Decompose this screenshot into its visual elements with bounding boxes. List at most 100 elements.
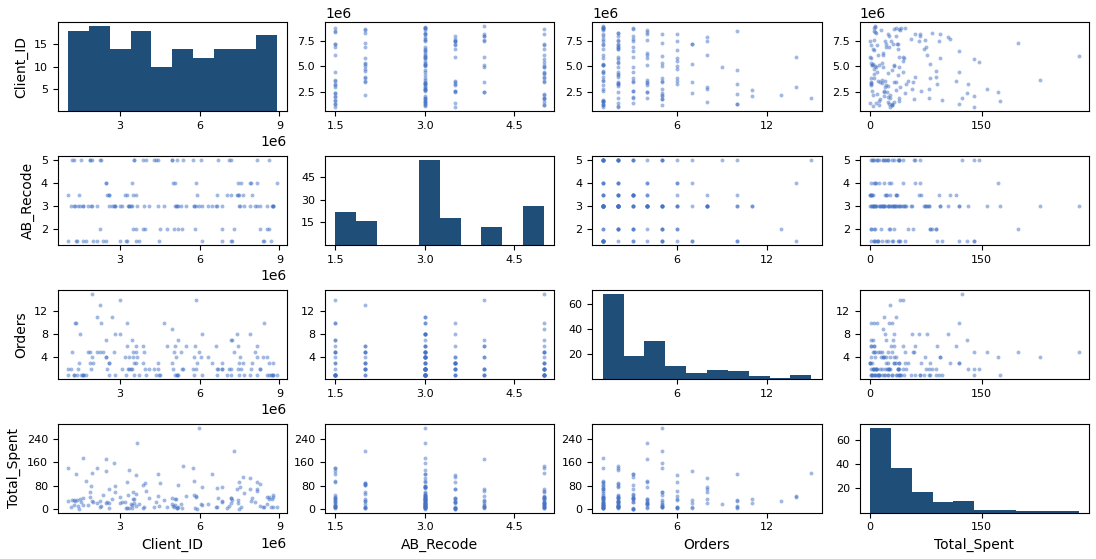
Point bbox=[416, 370, 434, 379]
Point bbox=[609, 54, 627, 63]
Point bbox=[88, 202, 105, 211]
Point bbox=[913, 190, 931, 199]
Point bbox=[653, 500, 671, 509]
Point bbox=[446, 80, 464, 89]
Point bbox=[991, 370, 1008, 379]
Point bbox=[136, 364, 153, 373]
Point bbox=[416, 28, 434, 37]
Point bbox=[594, 68, 612, 77]
Point bbox=[881, 301, 899, 310]
Point bbox=[159, 503, 176, 511]
Point bbox=[728, 190, 745, 199]
Point bbox=[249, 370, 266, 379]
Point bbox=[64, 347, 81, 356]
Point bbox=[624, 470, 641, 479]
Point bbox=[416, 370, 434, 379]
Point bbox=[123, 504, 140, 513]
Point bbox=[878, 359, 895, 368]
Point bbox=[887, 202, 904, 211]
Point bbox=[594, 41, 612, 50]
Point bbox=[169, 370, 186, 379]
Point bbox=[416, 347, 434, 356]
Point bbox=[416, 499, 434, 508]
Point bbox=[653, 236, 671, 245]
Point bbox=[476, 364, 493, 373]
Point bbox=[416, 61, 434, 70]
Point bbox=[230, 496, 248, 505]
Point bbox=[416, 370, 434, 379]
Point bbox=[653, 155, 671, 164]
Point bbox=[416, 494, 434, 503]
Point bbox=[728, 497, 745, 506]
Point bbox=[624, 490, 641, 499]
Point bbox=[698, 202, 716, 211]
Point bbox=[594, 202, 612, 211]
Point bbox=[932, 202, 949, 211]
Point bbox=[594, 155, 612, 164]
Point bbox=[264, 490, 282, 499]
Point bbox=[609, 155, 627, 164]
Point bbox=[267, 370, 285, 379]
Point bbox=[683, 155, 700, 164]
Point bbox=[416, 79, 434, 88]
Point bbox=[865, 202, 882, 211]
Point bbox=[898, 79, 915, 88]
Point bbox=[356, 497, 374, 506]
Point bbox=[73, 202, 91, 211]
Point bbox=[624, 202, 641, 211]
Point bbox=[77, 476, 94, 485]
Point bbox=[713, 63, 731, 72]
Point bbox=[327, 335, 344, 344]
Point bbox=[891, 202, 909, 211]
Point bbox=[476, 36, 493, 45]
Point bbox=[416, 370, 434, 379]
Point bbox=[952, 155, 970, 164]
Point bbox=[416, 98, 434, 107]
Point bbox=[251, 225, 269, 234]
Point bbox=[241, 485, 259, 494]
Point bbox=[146, 155, 163, 164]
Point bbox=[594, 100, 612, 108]
Point bbox=[535, 487, 552, 496]
Point bbox=[894, 179, 912, 188]
Point bbox=[213, 202, 230, 211]
Point bbox=[416, 35, 434, 44]
Point bbox=[868, 68, 886, 77]
Point bbox=[231, 353, 249, 362]
Point bbox=[890, 364, 907, 373]
Point bbox=[594, 190, 612, 199]
Point bbox=[683, 503, 700, 512]
Point bbox=[476, 342, 493, 350]
Point bbox=[416, 370, 434, 379]
Point bbox=[594, 179, 612, 188]
Point bbox=[416, 353, 434, 362]
Point bbox=[327, 500, 344, 509]
Point bbox=[594, 202, 612, 211]
Point bbox=[178, 342, 195, 350]
Point bbox=[609, 503, 627, 511]
Point bbox=[535, 370, 552, 379]
Point bbox=[476, 335, 493, 344]
Point bbox=[535, 495, 552, 504]
Point bbox=[98, 498, 115, 506]
Point bbox=[117, 370, 135, 379]
Point bbox=[163, 155, 181, 164]
Point bbox=[866, 370, 883, 379]
Point bbox=[327, 502, 344, 511]
Point bbox=[894, 155, 912, 164]
Point bbox=[535, 364, 552, 373]
Point bbox=[327, 347, 344, 356]
Point bbox=[356, 58, 374, 67]
Point bbox=[639, 438, 657, 447]
Point bbox=[941, 190, 959, 199]
Point bbox=[888, 190, 905, 199]
Point bbox=[594, 35, 612, 44]
Point bbox=[126, 155, 144, 164]
Point bbox=[698, 482, 716, 491]
Point bbox=[871, 95, 889, 104]
Point bbox=[79, 347, 96, 356]
Point bbox=[594, 479, 612, 487]
Point bbox=[91, 155, 109, 164]
Point bbox=[669, 503, 686, 511]
Point bbox=[173, 504, 191, 513]
